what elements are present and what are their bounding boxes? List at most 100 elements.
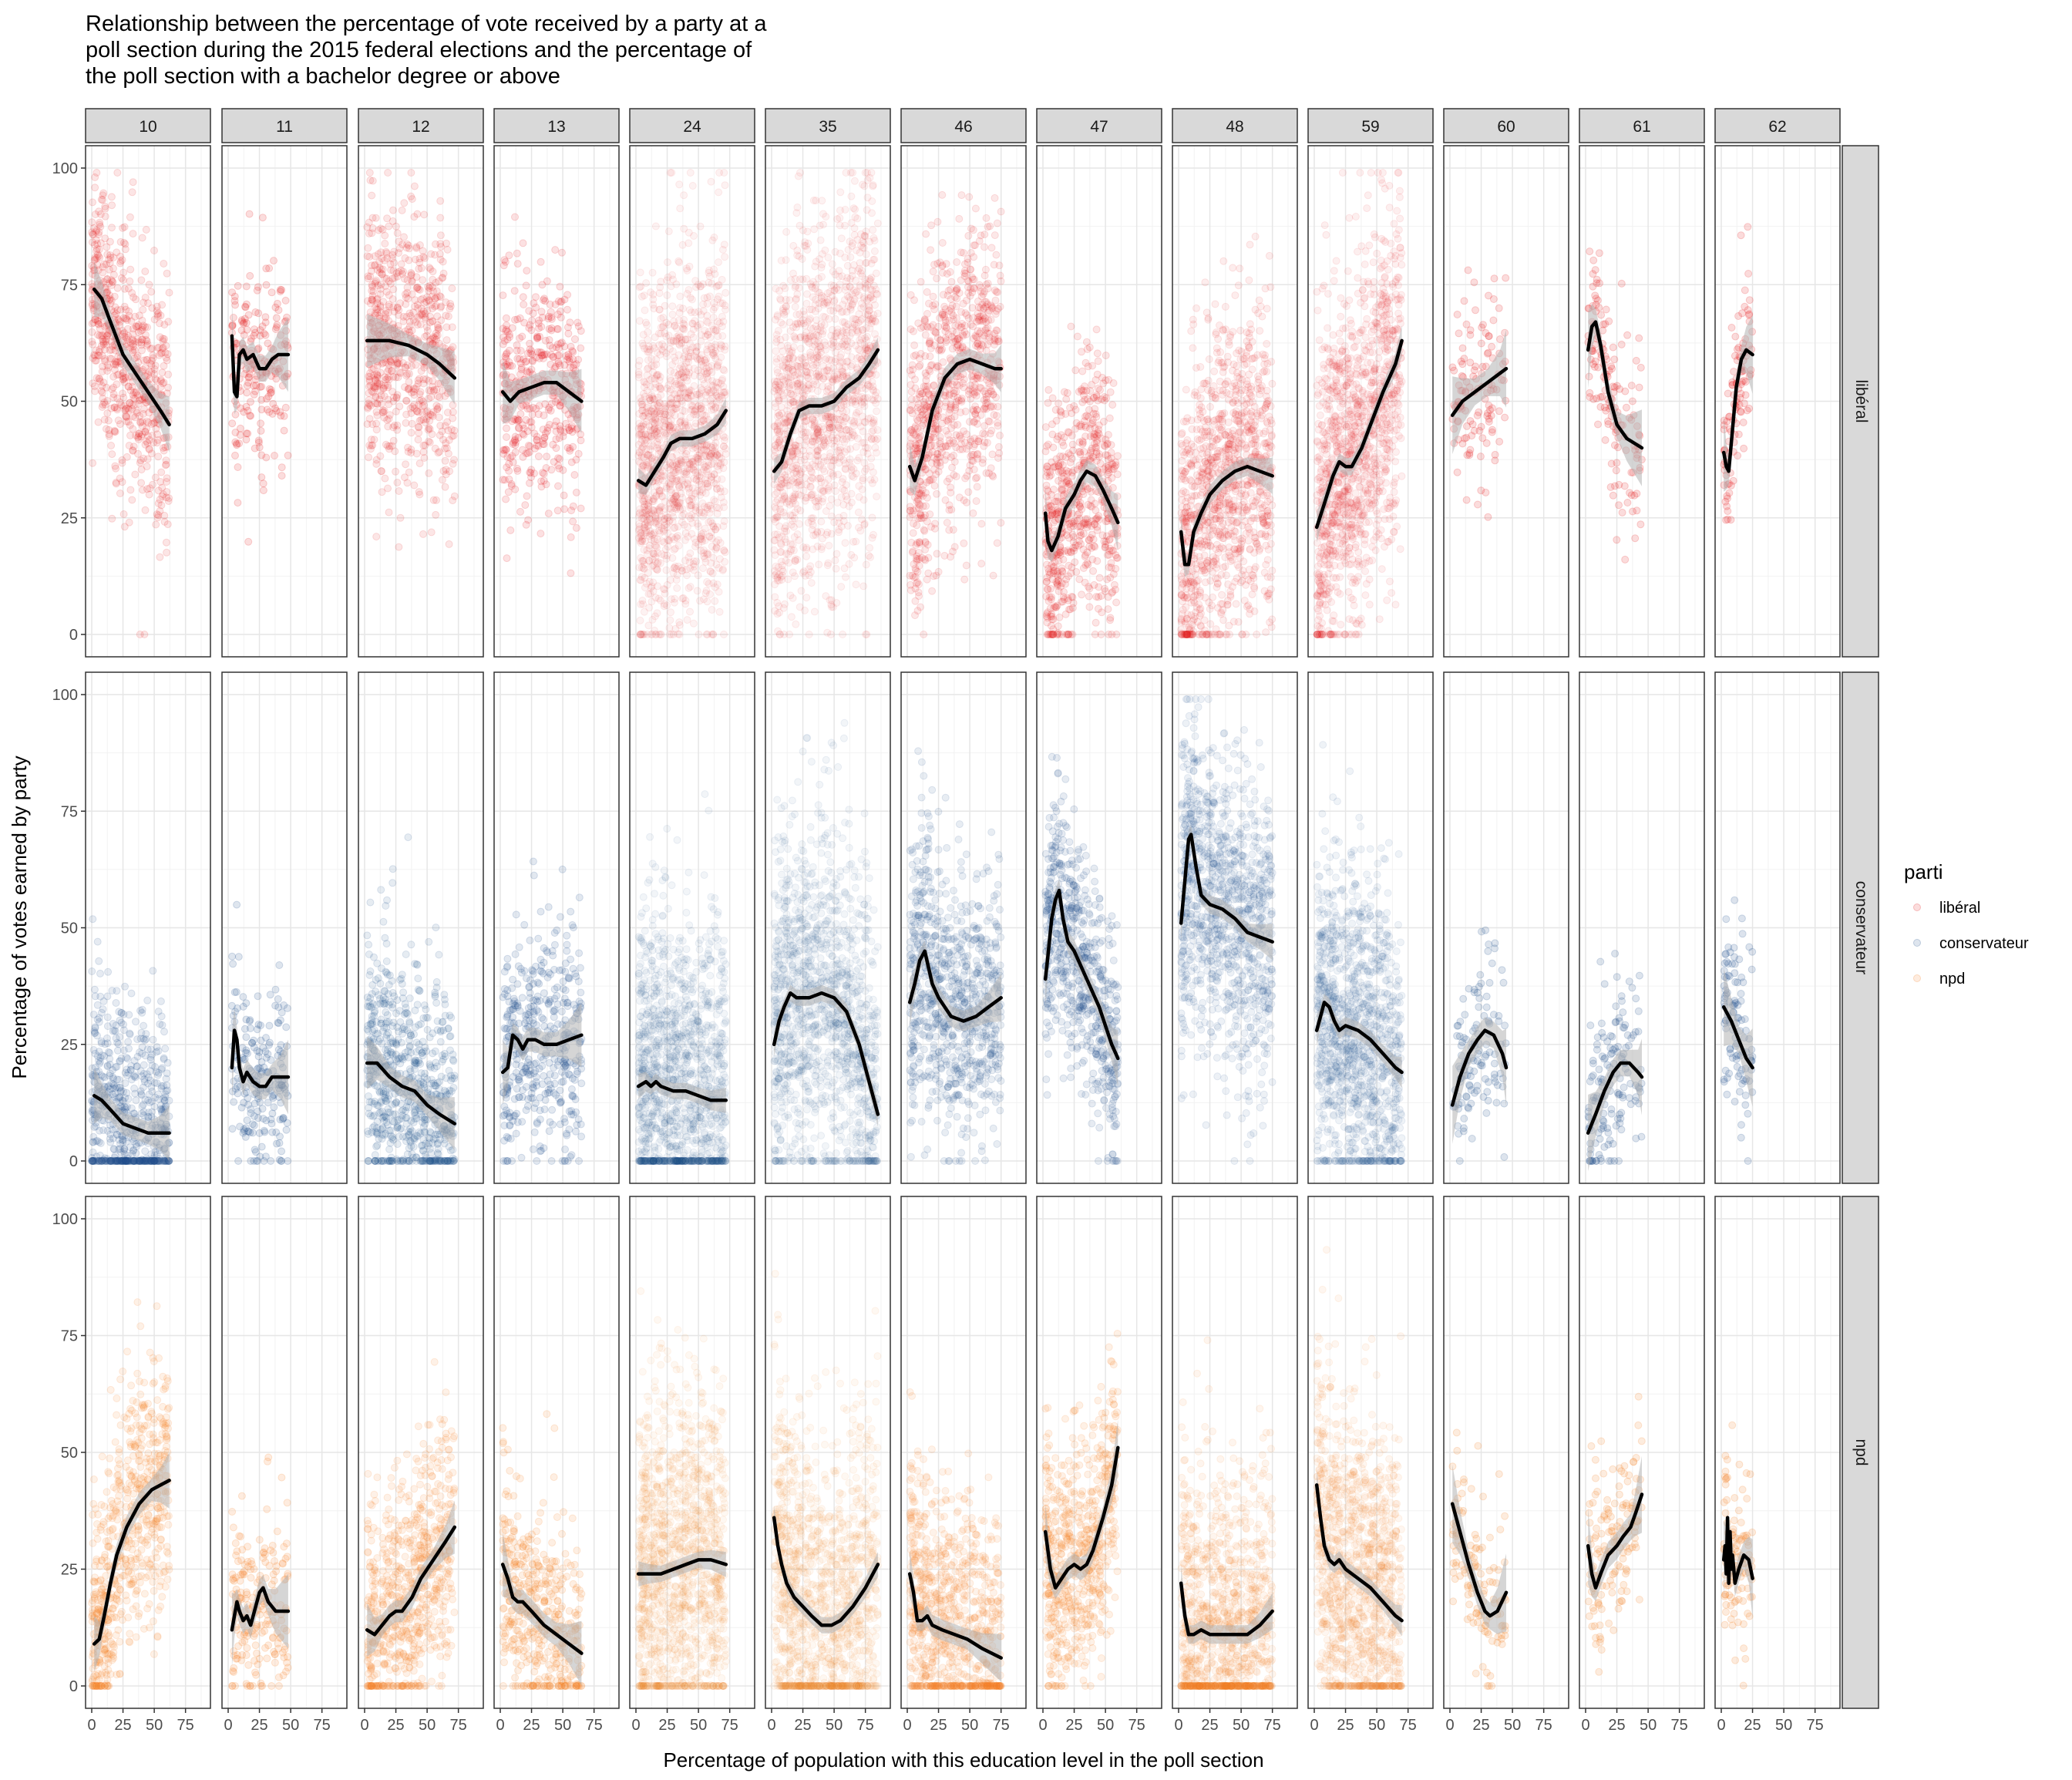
scatter-point <box>366 402 373 409</box>
scatter-point <box>232 452 239 459</box>
scatter-point <box>517 508 524 515</box>
scatter-point <box>442 483 449 490</box>
scatter-point <box>573 524 580 531</box>
scatter-point <box>514 467 521 474</box>
scatter-point <box>420 442 427 449</box>
scatter-point <box>257 384 264 391</box>
scatter-point <box>437 214 444 221</box>
scatter-point <box>245 311 252 318</box>
scatter-point <box>564 306 571 313</box>
scatter-point <box>130 230 136 237</box>
scatter-point <box>436 394 443 401</box>
scatter-point <box>548 327 555 334</box>
scatter-point <box>264 340 271 347</box>
scatter-point <box>415 489 422 496</box>
chart-title-line: the poll section with a bachelor degree … <box>86 64 560 89</box>
scatter-point <box>132 313 139 320</box>
scatter-point <box>439 436 446 443</box>
scatter-point <box>382 475 388 482</box>
scatter-point <box>411 214 418 220</box>
scatter-point <box>533 304 540 311</box>
scatter-point <box>526 321 533 328</box>
scatter-point <box>104 410 111 417</box>
scatter-point <box>522 502 529 509</box>
scatter-point <box>123 306 130 313</box>
scatter-point <box>507 527 514 533</box>
scatter-point <box>284 452 291 459</box>
scatter-point <box>652 223 659 230</box>
scatter-point <box>109 515 116 522</box>
scatter-point <box>429 378 436 385</box>
scatter-point <box>139 347 146 354</box>
scatter-point <box>550 354 557 361</box>
scatter-point <box>382 241 388 247</box>
scatter-point <box>531 430 538 437</box>
scatter-point <box>258 406 265 413</box>
scatter-point <box>397 514 404 521</box>
scatter-point <box>432 333 439 340</box>
scatter-point <box>387 261 394 268</box>
scatter-point <box>151 366 158 373</box>
scatter-point <box>99 264 106 271</box>
scatter-point <box>103 426 109 432</box>
scatter-point <box>573 489 580 496</box>
scatter-point <box>513 250 520 257</box>
scatter-point <box>443 445 450 452</box>
scatter-point <box>160 338 166 345</box>
scatter-point <box>636 318 643 325</box>
scatter-point <box>159 301 166 308</box>
scatter-point <box>511 288 518 294</box>
scatter-point <box>515 417 522 424</box>
scatter-point <box>163 479 170 486</box>
scatter-point <box>155 453 162 460</box>
scatter-point <box>104 368 111 375</box>
scatter-point <box>266 409 273 416</box>
scatter-point <box>512 486 519 493</box>
scatter-point <box>140 486 146 493</box>
scatter-point <box>560 429 567 436</box>
scatter-point <box>130 294 137 301</box>
scatter-point <box>274 300 281 307</box>
scatter-point <box>145 419 152 426</box>
scatter-point <box>364 421 371 428</box>
scatter-point <box>390 437 397 444</box>
scatter-point <box>151 316 158 323</box>
scatter-point <box>373 409 380 416</box>
scatter-point <box>109 451 116 458</box>
scatter-point <box>402 419 409 426</box>
scatter-point <box>374 372 381 379</box>
scatter-point <box>414 284 421 291</box>
scatter-point <box>439 258 446 265</box>
scatter-point <box>512 214 519 220</box>
scatter-point <box>94 251 101 258</box>
scatter-point <box>383 250 390 257</box>
scatter-point <box>421 211 428 218</box>
scatter-point <box>577 505 584 512</box>
scatter-point <box>563 352 570 359</box>
scatter-point <box>385 509 392 516</box>
scatter-point <box>535 453 542 460</box>
scatter-point <box>503 425 510 432</box>
scatter-point <box>393 395 400 402</box>
scatter-point <box>520 301 527 308</box>
scatter-point <box>131 389 138 396</box>
scatter-point <box>99 352 106 359</box>
scatter-point <box>543 481 550 488</box>
scatter-point <box>409 291 415 298</box>
scatter-point <box>390 207 397 214</box>
scatter-point <box>257 427 264 434</box>
scatter-point <box>243 430 250 437</box>
scatter-point <box>271 453 278 459</box>
scatter-point <box>366 254 373 261</box>
scatter-point <box>571 336 578 343</box>
scatter-point <box>130 179 136 186</box>
scatter-point <box>133 354 140 361</box>
scatter-point <box>161 518 168 525</box>
scatter-point <box>385 401 392 408</box>
scatter-point <box>551 422 558 429</box>
scatter-point <box>136 631 143 638</box>
y-tick-label: 50 <box>61 394 78 411</box>
scatter-point <box>550 441 557 448</box>
scatter-point <box>503 446 510 453</box>
scatter-point <box>395 543 402 550</box>
